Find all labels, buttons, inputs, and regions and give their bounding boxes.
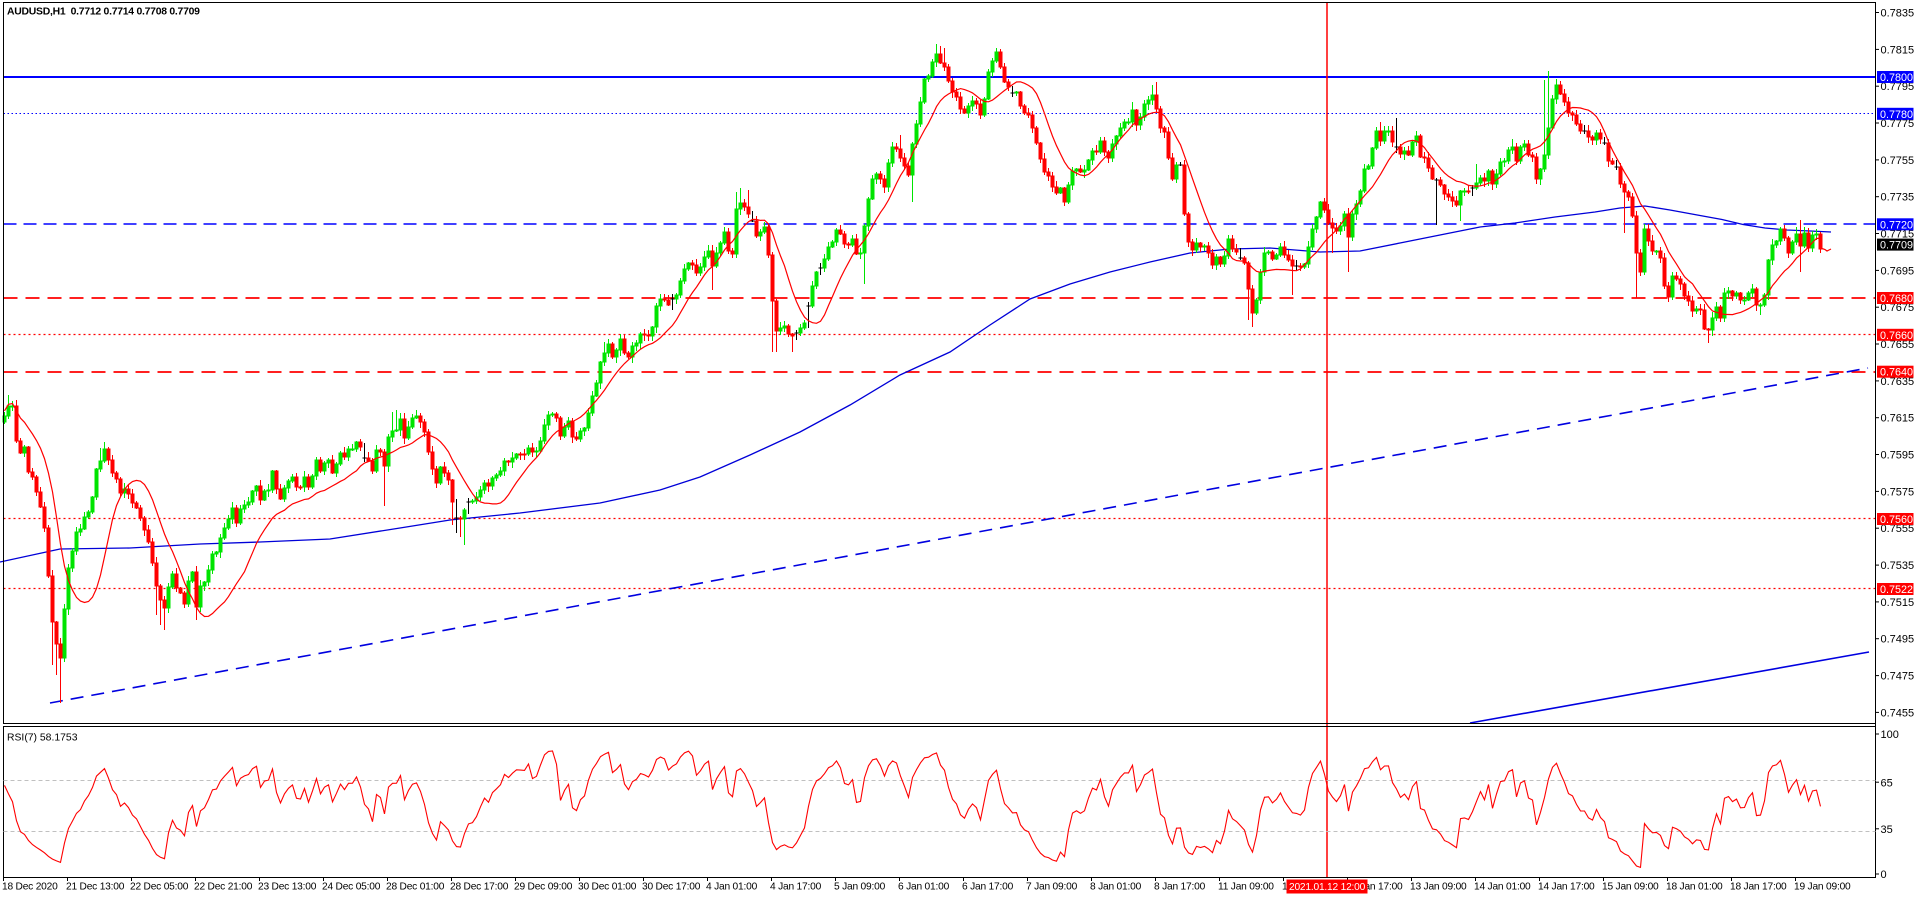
svg-text:0.7535: 0.7535 xyxy=(1881,560,1915,572)
svg-text:0.7615: 0.7615 xyxy=(1881,413,1915,425)
svg-text:28 Dec 17:00: 28 Dec 17:00 xyxy=(450,882,509,893)
svg-text:0.7815: 0.7815 xyxy=(1881,44,1915,56)
svg-text:0.7755: 0.7755 xyxy=(1881,155,1915,167)
svg-text:0.7555: 0.7555 xyxy=(1881,523,1915,535)
svg-text:4 Jan 01:00: 4 Jan 01:00 xyxy=(706,882,758,893)
svg-text:0.7775: 0.7775 xyxy=(1881,118,1915,130)
svg-text:0.7715: 0.7715 xyxy=(1881,229,1915,241)
svg-text:0.7595: 0.7595 xyxy=(1881,450,1915,462)
svg-text:0.7640: 0.7640 xyxy=(1880,367,1913,379)
svg-text:12 Jan 17:00: 12 Jan 17:00 xyxy=(1346,882,1403,893)
svg-text:AUDUSD,H1 0.7712 0.7714 0.770: AUDUSD,H1 0.7712 0.7714 0.7708 0.7709 xyxy=(7,7,200,18)
svg-text:8 Jan 17:00: 8 Jan 17:00 xyxy=(1154,882,1206,893)
svg-text:30 Dec 01:00: 30 Dec 01:00 xyxy=(578,882,637,893)
svg-text:15 Jan 09:00: 15 Jan 09:00 xyxy=(1602,882,1659,893)
svg-text:11 Jan 09:00: 11 Jan 09:00 xyxy=(1218,882,1274,893)
svg-text:21 Dec 13:00: 21 Dec 13:00 xyxy=(66,882,125,893)
svg-text:23 Dec 13:00: 23 Dec 13:00 xyxy=(258,882,317,893)
svg-text:0.7835: 0.7835 xyxy=(1881,8,1915,20)
svg-text:RSI(7) 58.1753: RSI(7) 58.1753 xyxy=(7,733,78,744)
svg-text:0.7795: 0.7795 xyxy=(1881,81,1915,93)
svg-text:18 Jan 01:00: 18 Jan 01:00 xyxy=(1666,882,1723,893)
svg-text:28 Dec 01:00: 28 Dec 01:00 xyxy=(386,882,445,893)
svg-text:30 Dec 17:00: 30 Dec 17:00 xyxy=(642,882,701,893)
svg-text:18 Dec 2020: 18 Dec 2020 xyxy=(2,882,58,893)
svg-text:100: 100 xyxy=(1881,729,1899,741)
svg-text:0.7515: 0.7515 xyxy=(1881,597,1915,609)
svg-text:0.7680: 0.7680 xyxy=(1880,293,1913,305)
svg-text:13 Jan 09:00: 13 Jan 09:00 xyxy=(1410,882,1467,893)
svg-text:24 Dec 05:00: 24 Dec 05:00 xyxy=(322,882,381,893)
svg-text:6 Jan 17:00: 6 Jan 17:00 xyxy=(962,882,1014,893)
svg-text:0.7675: 0.7675 xyxy=(1881,302,1915,314)
svg-text:19 Jan 09:00: 19 Jan 09:00 xyxy=(1794,882,1851,893)
svg-text:0.7800: 0.7800 xyxy=(1880,72,1913,84)
svg-text:0.7522: 0.7522 xyxy=(1880,584,1913,596)
svg-text:6 Jan 01:00: 6 Jan 01:00 xyxy=(898,882,950,893)
svg-text:0.7475: 0.7475 xyxy=(1881,671,1915,683)
svg-text:14 Jan 17:00: 14 Jan 17:00 xyxy=(1538,882,1595,893)
svg-text:0.7780: 0.7780 xyxy=(1880,109,1913,121)
svg-text:0.7560: 0.7560 xyxy=(1880,514,1913,526)
svg-text:0.7575: 0.7575 xyxy=(1881,486,1915,498)
svg-text:18 Jan 17:00: 18 Jan 17:00 xyxy=(1730,882,1787,893)
svg-text:0.7720: 0.7720 xyxy=(1880,219,1913,231)
svg-text:0.7495: 0.7495 xyxy=(1881,634,1915,646)
svg-text:0.7695: 0.7695 xyxy=(1881,265,1915,277)
svg-text:0: 0 xyxy=(1881,869,1887,881)
svg-text:0.7655: 0.7655 xyxy=(1881,339,1915,351)
svg-text:7 Jan 09:00: 7 Jan 09:00 xyxy=(1026,882,1078,893)
svg-text:0.7455: 0.7455 xyxy=(1881,707,1915,719)
svg-text:65: 65 xyxy=(1881,777,1893,789)
svg-text:35: 35 xyxy=(1881,824,1893,836)
svg-text:22 Dec 21:00: 22 Dec 21:00 xyxy=(194,882,253,893)
svg-text:8 Jan 01:00: 8 Jan 01:00 xyxy=(1090,882,1142,893)
svg-text:0.7735: 0.7735 xyxy=(1881,192,1915,204)
svg-text:5 Jan 09:00: 5 Jan 09:00 xyxy=(834,882,886,893)
svg-text:2021.01.12 12:00: 2021.01.12 12:00 xyxy=(1289,882,1366,893)
svg-text:0.7635: 0.7635 xyxy=(1881,376,1915,388)
svg-text:4 Jan 17:00: 4 Jan 17:00 xyxy=(770,882,822,893)
svg-text:0.7709: 0.7709 xyxy=(1880,240,1913,252)
svg-text:14 Jan 01:00: 14 Jan 01:00 xyxy=(1474,882,1531,893)
svg-text:29 Dec 09:00: 29 Dec 09:00 xyxy=(514,882,573,893)
svg-text:22 Dec 05:00: 22 Dec 05:00 xyxy=(130,882,189,893)
svg-text:0.7660: 0.7660 xyxy=(1880,330,1913,342)
